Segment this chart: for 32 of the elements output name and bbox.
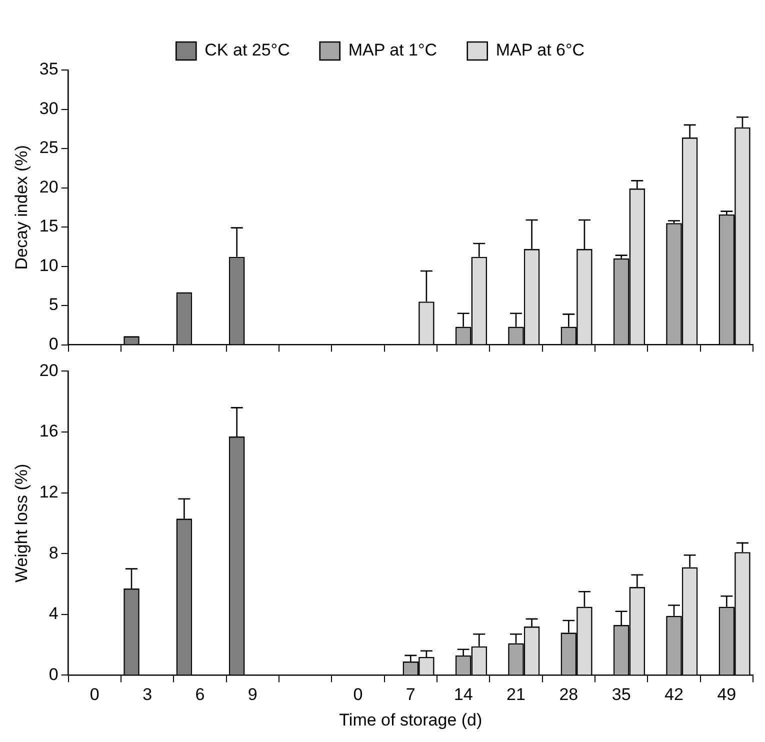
x-tick-label: 6 <box>195 685 205 704</box>
y-tick-label: 4 <box>48 604 58 624</box>
y-tick-label: 10 <box>39 256 58 275</box>
y-tick-label: 12 <box>39 482 58 502</box>
x-tick-label: 14 <box>454 685 473 704</box>
legend-label: CK at 25°C <box>204 40 290 60</box>
y-tick-label: 20 <box>39 177 58 196</box>
y-tick-label: 20 <box>39 360 58 380</box>
y-tick-label: 16 <box>39 422 58 441</box>
legend-label: MAP at 1°C <box>348 40 438 60</box>
y-tick-label: 30 <box>39 98 58 118</box>
y-tick-label: 0 <box>48 334 58 354</box>
y-tick-label: 15 <box>39 216 58 236</box>
x-tick-label: 9 <box>248 685 258 704</box>
x-tick-label: 35 <box>612 685 631 704</box>
y-tick-label: 5 <box>48 295 58 314</box>
legend-label: MAP at 6°C <box>496 40 585 60</box>
y-axis-title: Weight loss (%) <box>12 464 31 583</box>
x-tick-label: 0 <box>353 685 363 704</box>
x-tick-label: 28 <box>559 685 578 704</box>
x-tick-label: 3 <box>142 685 152 704</box>
x-tick-label: 49 <box>717 685 736 704</box>
y-tick-label: 8 <box>48 543 58 562</box>
y-tick-label: 25 <box>39 138 58 158</box>
x-axis-title: Time of storage (d) <box>339 710 482 730</box>
x-tick-label: 7 <box>406 685 416 704</box>
y-axis-title: Decay index (%) <box>12 145 31 270</box>
y-tick-label: 35 <box>39 60 58 79</box>
y-tick-label: 0 <box>48 664 58 684</box>
x-tick-label: 42 <box>664 685 684 704</box>
x-tick-label: 21 <box>506 685 526 704</box>
x-tick-label: 0 <box>90 685 100 704</box>
